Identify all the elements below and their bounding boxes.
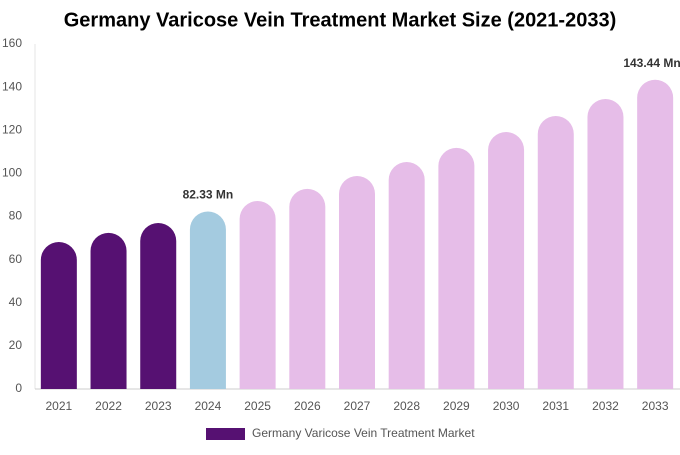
bar	[388, 161, 425, 389]
bar	[40, 241, 77, 389]
y-tick-label: 160	[2, 36, 22, 50]
x-tick-label: 2029	[443, 399, 470, 413]
bar	[90, 232, 127, 389]
bar	[537, 116, 574, 389]
y-tick-label: 0	[15, 381, 22, 395]
x-tick-label: 2022	[95, 399, 122, 413]
x-tick-label: 2023	[145, 399, 172, 413]
x-tick-label: 2031	[542, 399, 569, 413]
bar	[488, 131, 525, 389]
bar	[140, 222, 177, 389]
bar	[189, 211, 226, 389]
data-label: 143.44 Mn	[623, 56, 680, 70]
bar	[289, 188, 326, 389]
x-tick-label: 2027	[344, 399, 371, 413]
bar	[438, 147, 475, 389]
x-tick-label: 2030	[493, 399, 520, 413]
y-tick-label: 40	[9, 295, 23, 309]
bar	[587, 98, 624, 389]
legend-swatch	[206, 428, 245, 440]
bar	[637, 79, 674, 389]
chart-title: Germany Varicose Vein Treatment Market S…	[64, 9, 617, 31]
x-tick-label: 2033	[642, 399, 669, 413]
y-tick-label: 120	[2, 122, 22, 136]
y-tick-label: 140	[2, 79, 22, 93]
x-tick-label: 2025	[244, 399, 271, 413]
data-label: 82.33 Mn	[183, 188, 234, 202]
x-tick-label: 2021	[45, 399, 72, 413]
y-tick-label: 60	[9, 252, 23, 266]
x-tick-label: 2024	[195, 399, 222, 413]
y-tick-label: 80	[9, 209, 23, 223]
legend-label: Germany Varicose Vein Treatment Market	[252, 426, 475, 440]
bar	[339, 175, 375, 389]
y-tick-label: 100	[2, 166, 22, 180]
x-tick-label: 2026	[294, 399, 321, 413]
x-tick-label: 2032	[592, 399, 619, 413]
y-tick-label: 20	[9, 338, 23, 352]
bar	[239, 200, 276, 389]
x-tick-label: 2028	[393, 399, 420, 413]
